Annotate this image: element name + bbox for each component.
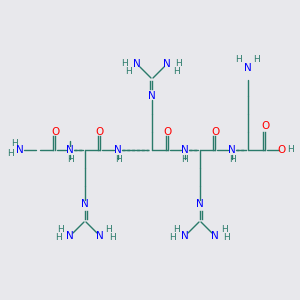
Text: N: N: [16, 145, 24, 155]
Text: N: N: [148, 91, 156, 101]
Text: H: H: [55, 232, 62, 242]
Text: N: N: [196, 199, 204, 209]
Text: H: H: [124, 67, 131, 76]
Text: H: H: [67, 155, 73, 164]
Text: O: O: [211, 127, 219, 137]
Text: H: H: [11, 140, 17, 148]
Text: H: H: [172, 67, 179, 76]
Text: H: H: [7, 148, 14, 158]
Text: N: N: [228, 145, 236, 155]
Text: N: N: [211, 231, 219, 241]
Text: O: O: [96, 127, 104, 137]
Text: N: N: [81, 199, 89, 209]
Text: H: H: [220, 224, 227, 233]
Text: H: H: [182, 155, 188, 164]
Text: H: H: [236, 55, 242, 64]
Text: H: H: [229, 155, 236, 164]
Text: O: O: [51, 127, 59, 137]
Text: N: N: [181, 145, 189, 155]
Text: N: N: [66, 145, 74, 155]
Text: O: O: [278, 145, 286, 155]
Text: O: O: [164, 127, 172, 137]
Text: N: N: [163, 59, 171, 69]
Text: N: N: [96, 231, 104, 241]
Text: H: H: [169, 232, 176, 242]
Text: N: N: [133, 59, 141, 69]
Text: H: H: [122, 58, 128, 68]
Text: N: N: [244, 63, 252, 73]
Text: H: H: [109, 232, 116, 242]
Text: H: H: [176, 58, 182, 68]
Text: O: O: [261, 121, 269, 131]
Text: H: H: [172, 224, 179, 233]
Text: N: N: [66, 231, 74, 241]
Text: H: H: [288, 146, 294, 154]
Text: H: H: [253, 55, 260, 64]
Text: H: H: [115, 155, 122, 164]
Text: H: H: [58, 224, 64, 233]
Text: N: N: [181, 231, 189, 241]
Text: H: H: [106, 224, 112, 233]
Text: H: H: [224, 232, 230, 242]
Text: N: N: [114, 145, 122, 155]
